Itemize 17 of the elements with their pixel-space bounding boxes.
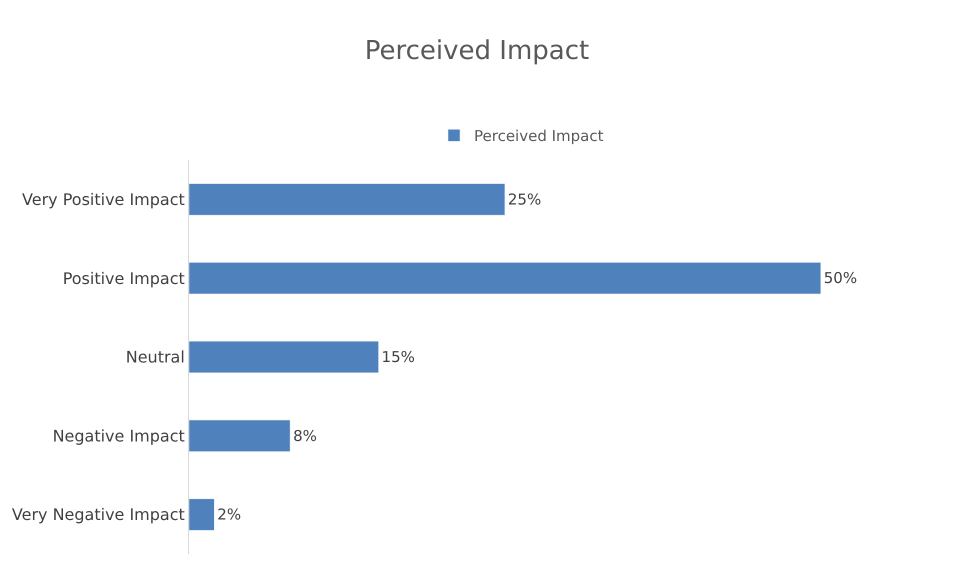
bar [189,340,379,374]
data-label: 25% [508,190,542,208]
legend-label: Perceived Impact [474,127,604,146]
y-tick-label: Negative Impact [52,426,185,446]
bar [189,183,506,216]
data-label: 2% [217,506,242,524]
data-label: 50% [824,269,858,288]
bar [189,498,215,531]
y-tick-label: Neutral [126,348,185,367]
y-tick-label: Very Negative Impact [12,505,185,524]
y-tick-label: Positive Impact [62,268,185,288]
bar [189,262,821,294]
chart-title: Perceived Impact [364,36,590,66]
data-label: 8% [293,426,317,445]
y-tick-label: Very Positive Impact [22,190,185,209]
bar [189,420,290,452]
data-label: 15% [382,348,415,366]
